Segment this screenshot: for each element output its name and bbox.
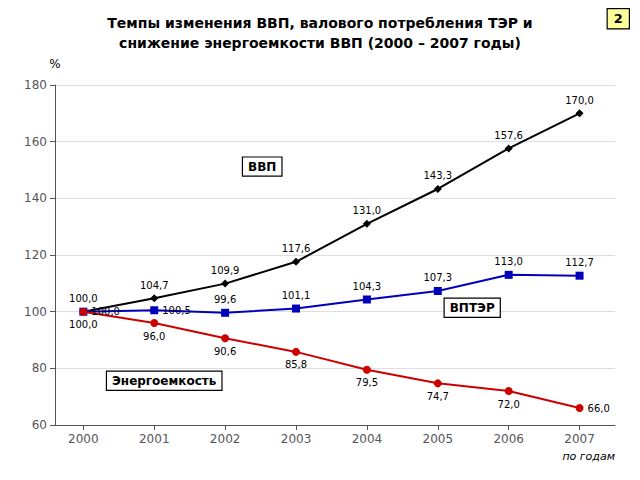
svg-text:112,7: 112,7	[565, 257, 594, 268]
svg-text:109,9: 109,9	[211, 265, 240, 276]
svg-text:2003: 2003	[281, 432, 312, 446]
svg-text:74,7: 74,7	[427, 391, 449, 402]
svg-text:Темпы изменения ВВП, валового: Темпы изменения ВВП, валового потреблени…	[107, 15, 532, 31]
svg-text:снижение энергоемкости ВВП (20: снижение энергоемкости ВВП (2000 – 2007 …	[119, 35, 521, 51]
svg-text:Энергоемкость: Энергоемкость	[112, 374, 217, 388]
svg-text:80: 80	[32, 361, 47, 375]
svg-text:104,3: 104,3	[353, 281, 382, 292]
svg-text:85,8: 85,8	[285, 359, 307, 370]
svg-text:140: 140	[24, 191, 47, 205]
svg-text:2: 2	[614, 11, 623, 26]
svg-text:107,3: 107,3	[423, 272, 452, 283]
svg-text:2005: 2005	[423, 432, 454, 446]
svg-text:ВПТЭР: ВПТЭР	[450, 301, 495, 315]
svg-text:100,0: 100,0	[69, 293, 98, 304]
svg-text:131,0: 131,0	[353, 205, 382, 216]
svg-text:90,6: 90,6	[214, 346, 236, 357]
svg-text:180: 180	[24, 78, 47, 92]
svg-text:2007: 2007	[564, 432, 595, 446]
svg-text:120: 120	[24, 248, 47, 262]
svg-text:100: 100	[24, 305, 47, 319]
svg-text:2004: 2004	[352, 432, 383, 446]
svg-text:100,0: 100,0	[69, 319, 98, 330]
svg-text:по годам: по годам	[562, 450, 615, 463]
svg-text:104,7: 104,7	[140, 280, 169, 291]
svg-text:96,0: 96,0	[143, 331, 165, 342]
svg-text:143,3: 143,3	[423, 170, 452, 181]
svg-text:60: 60	[32, 418, 47, 432]
svg-text:2001: 2001	[139, 432, 170, 446]
svg-text:66,0: 66,0	[588, 403, 610, 414]
svg-text:2006: 2006	[493, 432, 524, 446]
svg-text:100,0: 100,0	[91, 306, 120, 317]
svg-text:2002: 2002	[210, 432, 241, 446]
svg-text:72,0: 72,0	[498, 399, 520, 410]
svg-text:160: 160	[24, 135, 47, 149]
svg-text:100,5: 100,5	[162, 305, 191, 316]
svg-text:101,1: 101,1	[282, 290, 311, 301]
svg-text:79,5: 79,5	[356, 377, 378, 388]
svg-text:170,0: 170,0	[565, 95, 594, 106]
svg-text:157,6: 157,6	[494, 130, 523, 141]
svg-text:99,6: 99,6	[214, 294, 236, 305]
svg-text:ВВП: ВВП	[248, 160, 276, 174]
svg-text:113,0: 113,0	[494, 256, 523, 267]
svg-text:117,6: 117,6	[282, 243, 311, 254]
svg-text:2000: 2000	[68, 432, 99, 446]
svg-text:%: %	[49, 57, 60, 71]
